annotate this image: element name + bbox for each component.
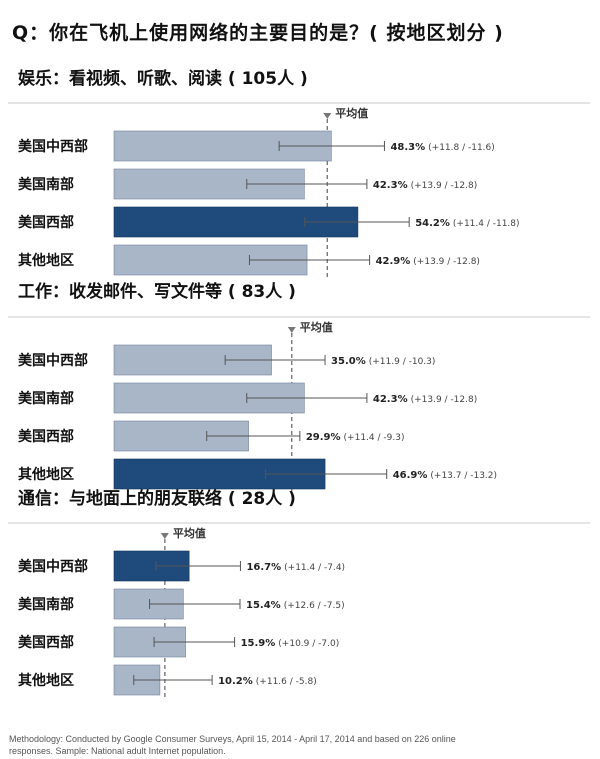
value-percent: 29.9% <box>306 432 341 443</box>
value-label: 10.2% (+11.6 / -5.8) <box>218 676 317 687</box>
error-range-label: (+11.4 / -11.8) <box>453 219 520 229</box>
error-range-label: (+13.9 / -12.8) <box>411 395 478 405</box>
value-label: 46.9% (+13.7 / -13.2) <box>393 470 497 481</box>
value-label: 29.9% (+11.4 / -9.3) <box>306 432 405 443</box>
value-label: 16.7% (+11.4 / -7.4) <box>246 562 345 573</box>
value-label: 42.3% (+13.9 / -12.8) <box>373 180 477 191</box>
error-range-label: (+13.9 / -12.8) <box>411 181 478 191</box>
category-label: 美国南部 <box>18 390 74 407</box>
value-label: 48.3% (+11.8 / -11.6) <box>390 142 494 153</box>
value-percent: 42.3% <box>373 394 408 405</box>
value-percent: 42.9% <box>376 256 411 267</box>
error-range-label: (+12.6 / -7.5) <box>284 601 345 611</box>
average-marker <box>160 533 169 539</box>
category-label: 其他地区 <box>18 466 74 483</box>
value-percent: 54.2% <box>415 218 450 229</box>
average-label: 平均值 <box>300 320 333 334</box>
value-label: 15.9% (+10.9 / -7.0) <box>241 638 340 649</box>
category-label: 美国西部 <box>18 634 74 651</box>
error-range-label: (+13.9 / -12.8) <box>413 257 480 267</box>
value-label: 54.2% (+11.4 / -11.8) <box>415 218 519 229</box>
category-label: 美国中西部 <box>18 352 88 369</box>
error-range-label: (+11.6 / -5.8) <box>256 677 317 687</box>
section-title: 娱乐：看视频、听歌、阅读 ( 105人 ) <box>18 68 308 89</box>
category-label: 美国南部 <box>18 596 74 613</box>
value-label: 35.0% (+11.9 / -10.3) <box>331 356 435 367</box>
category-label: 其他地区 <box>18 252 74 269</box>
methodology-note: Methodology: Conducted by Google Consume… <box>9 734 456 756</box>
error-range-label: (+10.9 / -7.0) <box>278 639 339 649</box>
value-label: 42.3% (+13.9 / -12.8) <box>373 394 477 405</box>
section-title: 工作：收发邮件、写文件等 ( 83人 ) <box>18 281 296 302</box>
error-range-label: (+11.9 / -10.3) <box>369 357 436 367</box>
category-label: 美国西部 <box>18 428 74 445</box>
category-label: 其他地区 <box>18 672 74 689</box>
average-label: 平均值 <box>173 526 206 540</box>
value-label: 42.9% (+13.9 / -12.8) <box>376 256 480 267</box>
value-percent: 48.3% <box>390 142 425 153</box>
category-label: 美国西部 <box>18 214 74 231</box>
value-percent: 35.0% <box>331 356 366 367</box>
section-title: 通信：与地面上的朋友联络 ( 28人 ) <box>18 488 296 509</box>
value-percent: 46.9% <box>393 470 428 481</box>
value-label: 15.4% (+12.6 / -7.5) <box>246 600 345 611</box>
error-range-label: (+11.4 / -7.4) <box>284 563 345 573</box>
error-range-label: (+11.4 / -9.3) <box>344 433 405 443</box>
value-percent: 42.3% <box>373 180 408 191</box>
error-range-label: (+11.8 / -11.6) <box>428 143 495 153</box>
value-percent: 15.4% <box>246 600 281 611</box>
category-label: 美国南部 <box>18 176 74 193</box>
page-title: Q：你在飞机上使用网络的主要目的是？( 按地区划分 ) <box>12 22 504 44</box>
value-percent: 10.2% <box>218 676 253 687</box>
average-label: 平均值 <box>335 106 368 120</box>
average-marker <box>287 327 296 333</box>
average-marker <box>323 113 332 119</box>
category-label: 美国中西部 <box>18 558 88 575</box>
value-percent: 15.9% <box>241 638 276 649</box>
category-label: 美国中西部 <box>18 138 88 155</box>
error-range-label: (+13.7 / -13.2) <box>430 471 497 481</box>
value-percent: 16.7% <box>246 562 281 573</box>
